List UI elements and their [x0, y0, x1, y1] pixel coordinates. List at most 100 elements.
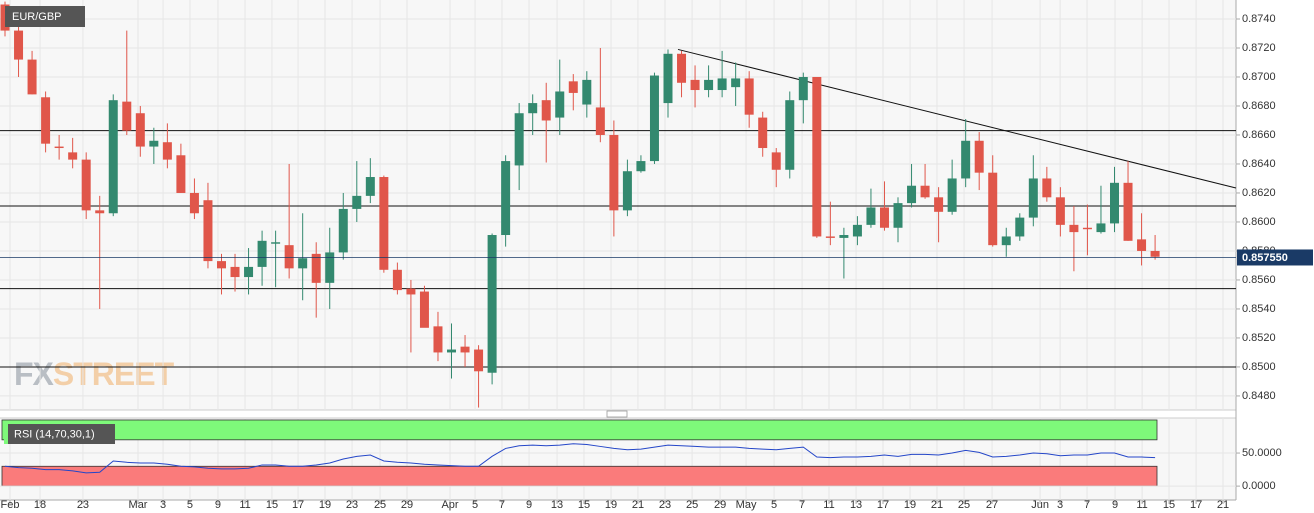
candle-body — [474, 349, 484, 372]
x-tick-label: 13 — [551, 499, 563, 511]
y-tick-label: 0.8540 — [1242, 303, 1276, 315]
x-tick-label: 11 — [823, 499, 834, 511]
x-tick-label: 9 — [215, 499, 221, 511]
candle-body — [717, 78, 727, 91]
y-tick-label: 0.8680 — [1242, 100, 1276, 112]
x-tick-label: 19 — [319, 499, 331, 511]
candle-body — [690, 79, 700, 91]
x-tick-label: 19 — [605, 499, 617, 511]
candle-body — [541, 100, 551, 121]
y-tick-label: 0.8480 — [1242, 390, 1276, 402]
candle-body — [947, 178, 957, 212]
candle-body — [338, 208, 348, 253]
candle-body — [352, 195, 362, 209]
candle-body — [798, 76, 808, 101]
candle-body — [135, 113, 145, 147]
y-tick-label: 0.8520 — [1242, 332, 1276, 344]
candle-body — [68, 152, 78, 160]
y-tick-label: 0.8740 — [1242, 13, 1276, 25]
candle-body — [528, 103, 538, 114]
x-tick-label: 23 — [346, 499, 358, 511]
candle-body — [162, 142, 172, 160]
x-tick-label: 19 — [904, 499, 916, 511]
candle-body — [758, 117, 768, 149]
candle-body — [419, 291, 429, 328]
overbought-band — [1, 419, 1158, 441]
candle-body — [731, 78, 741, 88]
title-box — [5, 6, 85, 27]
x-tick-label: May — [736, 499, 757, 511]
x-tick-label: 18 — [34, 499, 46, 511]
candle-body — [1055, 197, 1065, 225]
x-tick-label: Mar — [129, 499, 148, 511]
candle-body — [907, 185, 917, 204]
candle-body — [1001, 236, 1011, 246]
x-tick-label: 25 — [958, 499, 970, 511]
candle-body — [771, 152, 781, 170]
candle-body — [460, 346, 470, 353]
candle-body — [636, 161, 646, 172]
candle-body — [284, 245, 294, 269]
x-tick-label: 5 — [187, 499, 193, 511]
y-tick-label: 0.8720 — [1242, 42, 1276, 54]
y-tick-label: 0.8620 — [1242, 187, 1276, 199]
candle-body — [298, 258, 308, 269]
candle-body — [379, 177, 389, 270]
candle-body — [974, 140, 984, 173]
y-tick-label: 0.8600 — [1242, 216, 1276, 228]
x-tick-label: Apr — [441, 499, 458, 511]
candle-body — [893, 203, 903, 228]
x-tick-label: 17 — [877, 499, 889, 511]
x-tick-label: 21 — [1217, 499, 1229, 511]
candle-body — [622, 171, 632, 211]
x-tick-label: 23 — [77, 499, 89, 511]
candle-body — [663, 53, 673, 104]
x-tick-label: 21 — [632, 499, 644, 511]
resize-handle[interactable] — [606, 410, 628, 418]
x-tick-label: 17 — [1190, 499, 1202, 511]
candle-body — [122, 101, 132, 131]
last-price-box — [1237, 249, 1313, 266]
candle-body — [1109, 182, 1119, 224]
x-tick-label: 21 — [931, 499, 943, 511]
watermark: FXSTREET — [14, 356, 175, 392]
candle-body — [487, 235, 497, 373]
candle-body — [392, 269, 402, 291]
candle-body — [271, 242, 281, 244]
watermark-part: STREET — [53, 356, 175, 392]
candle-body — [1137, 239, 1147, 251]
candle-body — [568, 81, 578, 93]
y-tick-label: 0.8560 — [1242, 274, 1276, 286]
x-tick-label: 9 — [1112, 499, 1118, 511]
candle-body — [81, 159, 91, 211]
candle-body — [365, 177, 375, 196]
candle-body — [1082, 227, 1092, 230]
x-tick-label: 7 — [499, 499, 505, 511]
rsi-title: RSI (14,70,30,1) — [14, 428, 95, 440]
x-tick-label: 25 — [374, 499, 386, 511]
candle-body — [189, 192, 199, 214]
candle-body — [95, 210, 105, 214]
candle-body — [447, 349, 457, 353]
candle-body — [582, 79, 592, 105]
candle-body — [825, 236, 835, 238]
candle-body — [1150, 250, 1160, 257]
candle-body — [649, 75, 659, 162]
x-tick-label: 11 — [239, 499, 250, 511]
x-tick-label: 11 — [1136, 499, 1147, 511]
x-tick-label: 9 — [526, 499, 532, 511]
rsi-label-accent — [4, 424, 8, 444]
candle-body — [41, 97, 51, 144]
candle-body — [149, 140, 159, 147]
candle-body — [1028, 178, 1038, 218]
x-tick-label: 3 — [1057, 499, 1063, 511]
candle-body — [54, 146, 64, 149]
candle-body — [501, 161, 511, 236]
candle-body — [1123, 182, 1133, 241]
candle-body — [961, 140, 971, 179]
candle-body — [866, 207, 876, 225]
x-tick-label: 25 — [686, 499, 698, 511]
candle-body — [514, 113, 524, 166]
candle-body — [108, 100, 118, 214]
last-price-label: 0.857550 — [1242, 252, 1288, 264]
